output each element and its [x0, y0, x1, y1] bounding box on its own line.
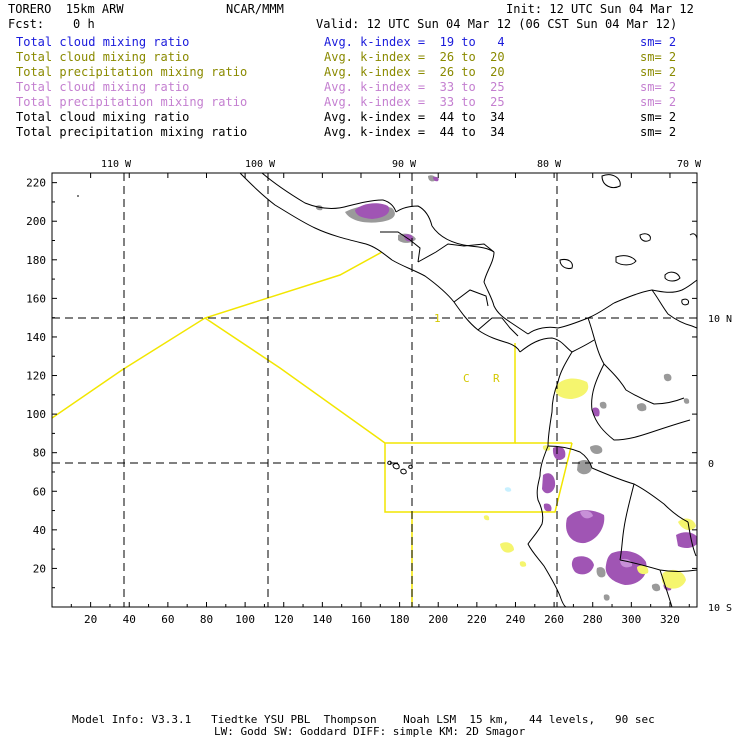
model-info-line-1: Model Info: V3.3.1 Tiedtke YSU PBL Thomp…: [72, 713, 655, 726]
init-time: Init: 12 UTC Sun 04 Mar 12: [506, 2, 694, 16]
legend-smoothing: sm= 2: [640, 50, 677, 64]
x-tick-label: 80: [200, 613, 213, 626]
latitude-label: 0: [708, 459, 714, 470]
axis-tick-labels: 20 40 60 80 100 120 140 160 180 200 220 240 260 280 30…: [26, 159, 732, 626]
field-shading: [315, 175, 697, 601]
latitude-label: 10 S: [708, 603, 732, 614]
x-tick-label: 280: [583, 613, 603, 626]
plot-frame: [51, 172, 698, 608]
x-tick-label: 60: [161, 613, 174, 626]
legend-field-name: Total precipitation mixing ratio: [16, 65, 248, 79]
x-tick-label: 100: [235, 613, 255, 626]
legend-smoothing: sm= 2: [640, 35, 677, 49]
axis-ticks: [52, 173, 697, 607]
y-tick-label: 140: [26, 331, 46, 344]
legend-field-name: Total cloud mixing ratio: [16, 50, 190, 64]
x-tick-label: 180: [390, 613, 410, 626]
y-tick-label: 40: [33, 524, 46, 537]
x-tick-label: 20: [84, 613, 97, 626]
org-label: NCAR/MMM: [226, 2, 284, 16]
legend-kindex: Avg. k-index = 44 to 34: [324, 110, 505, 124]
legend-kindex: Avg. k-index = 26 to 20: [324, 50, 505, 64]
y-tick-label: 80: [33, 447, 46, 460]
longitude-label: 110 W: [101, 159, 132, 170]
legend-smoothing: sm= 2: [640, 95, 677, 109]
x-tick-label: 300: [621, 613, 641, 626]
y-tick-label: 200: [26, 215, 46, 228]
box-label-1: 1: [434, 312, 441, 325]
legend-smoothing: sm= 2: [640, 110, 677, 124]
cyan-areas: [504, 487, 512, 492]
legend-kindex: Avg. k-index = 33 to 25: [324, 80, 505, 94]
x-tick-label: 140: [312, 613, 332, 626]
model-title: TORERO 15km ARW: [8, 2, 124, 16]
y-tick-label: 100: [26, 408, 46, 421]
model-info-line-2: LW: Godd SW: Goddard DIFF: simple KM: 2D…: [214, 725, 526, 738]
x-tick-label: 120: [274, 613, 294, 626]
legend-kindex: Avg. k-index = 33 to 25: [324, 95, 505, 109]
legend-kindex: Avg. k-index = 26 to 20: [324, 65, 505, 79]
legend-smoothing: sm= 2: [640, 65, 677, 79]
y-tick-label: 180: [26, 254, 46, 267]
latlon-grid: [52, 173, 697, 607]
x-tick-label: 220: [467, 613, 487, 626]
y-tick-label: 120: [26, 370, 46, 383]
legend-field-name: Total cloud mixing ratio: [16, 80, 190, 94]
longitude-label: 80 W: [537, 159, 562, 170]
y-tick-label: 20: [33, 562, 46, 575]
legend-field-name: Total precipitation mixing ratio: [16, 125, 248, 139]
legend-field-name: Total cloud mixing ratio: [16, 35, 190, 49]
y-tick-label: 220: [26, 177, 46, 190]
longitude-label: 100 W: [245, 159, 276, 170]
legend-smoothing: sm= 2: [640, 125, 677, 139]
x-tick-label: 240: [506, 613, 526, 626]
yellow-areas: [483, 378, 696, 589]
valid-time: Valid: 12 UTC Sun 04 Mar 12 (06 CST Sun …: [316, 17, 678, 31]
forecast-hour: Fcst: 0 h: [8, 17, 95, 31]
y-tick-label: 60: [33, 485, 46, 498]
x-tick-label: 40: [123, 613, 136, 626]
x-tick-label: 320: [660, 613, 680, 626]
x-tick-label: 200: [428, 613, 448, 626]
longitude-label: 90 W: [392, 159, 417, 170]
box-label-r: R: [493, 372, 500, 385]
legend-field-name: Total cloud mixing ratio: [16, 110, 190, 124]
legend-kindex: Avg. k-index = 19 to 4: [324, 35, 505, 49]
legend-field-name: Total precipitation mixing ratio: [16, 95, 248, 109]
legend-kindex: Avg. k-index = 44 to 34: [324, 125, 505, 139]
gray-cloud-areas: [315, 175, 690, 601]
purple-precip-areas: [355, 176, 697, 591]
box-label-c: C: [463, 372, 470, 385]
legend-smoothing: sm= 2: [640, 80, 677, 94]
x-tick-label: 160: [351, 613, 371, 626]
latitude-label: 10 N: [708, 314, 732, 325]
x-tick-label: 260: [544, 613, 564, 626]
coastlines: [77, 173, 697, 607]
longitude-label: 70 W: [677, 159, 702, 170]
y-tick-label: 160: [26, 292, 46, 305]
